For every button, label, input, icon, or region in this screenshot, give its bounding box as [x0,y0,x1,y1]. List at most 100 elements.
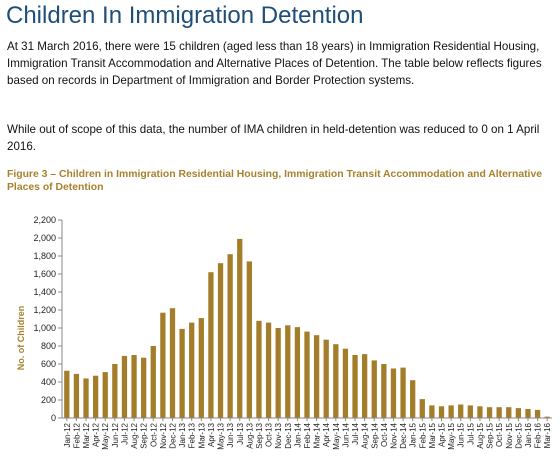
x-tick-label: Jan-15 [409,422,418,447]
bar-Feb-14 [304,331,310,418]
bar-Aug-14 [362,354,368,418]
x-tick-label: Aug-15 [476,422,485,448]
bar-Sep-15 [486,407,493,418]
bar-Nov-15 [506,407,512,418]
y-tick-label: 2,200 [33,215,56,225]
x-tick-label: Feb-15 [418,422,427,448]
bar-Feb-12 [73,373,80,418]
bar-Feb-15 [419,399,425,418]
bar-Nov-12 [160,312,166,418]
x-tick-label: Jun-12 [111,422,120,447]
x-tick-label: Jan-12 [63,422,72,447]
bar-Dec-15 [515,408,522,418]
x-tick-label: Jun-13 [226,422,235,447]
y-tick-label: 0 [51,413,56,423]
x-tick-label: Nov-12 [159,422,168,448]
x-tick-label: Jul-13 [236,422,245,444]
x-tick-label: May-14 [332,422,341,449]
x-tick-label: Dec-12 [168,422,177,448]
y-tick-label: 400 [41,377,56,387]
y-axis: 0 200 400 600 800 1,000 1,200 1,400 1,600 1,800 2,… [33,215,63,423]
bar-Apr-15 [438,406,445,418]
y-tick-label: 600 [41,359,56,369]
bar-May-14 [333,344,339,418]
y-tick-label: 1,200 [33,305,56,315]
x-tick-label: Apr-15 [438,422,447,447]
y-tick-label: 1,000 [33,323,56,333]
x-axis: Jan-12 Feb-12 Mar-12 Apr-12 May-12 Jun-12 Jul-… [62,417,552,450]
bar-Sep-14 [371,360,377,418]
bar-Feb-13 [189,322,195,418]
x-tick-label: May-13 [217,422,226,449]
bar-Jan-14 [294,327,301,418]
bar-Jun-15 [458,404,464,418]
note-paragraph: While out of scope of this data, the num… [7,123,540,153]
bar-Jul-13 [237,238,243,418]
x-tick-label: Mar-12 [82,422,91,448]
x-tick-label: Aug-14 [361,422,370,448]
x-tick-label: Dec-13 [284,422,293,448]
y-tick-label: 1,400 [33,287,56,297]
x-tick-label: Sep-13 [255,422,264,448]
x-tick-label: Nov-14 [389,422,398,448]
bar-May-12 [102,372,108,418]
bar-Jun-13 [227,254,233,418]
x-tick-label: Nov-15 [505,422,514,448]
x-tick-label: Feb-13 [188,422,197,448]
x-tick-label: Jan-16 [524,422,533,447]
bar-Apr-12 [92,375,99,418]
x-tick-label: Jul-15 [466,422,475,444]
bar-Mar-13 [198,318,204,418]
x-tick-label: Apr-13 [207,422,216,447]
x-tick-label: Aug-12 [130,422,139,448]
x-tick-label: Oct-13 [265,422,274,447]
bar-chart: 0 200 400 600 800 1,000 1,200 1,400 1,600 1,800 2,… [16,215,552,450]
bar-Nov-14 [390,368,397,418]
bar-Jan-13 [179,328,185,418]
bar-Nov-13 [275,328,281,418]
bars [64,238,550,418]
x-tick-label: Jan-14 [293,422,302,447]
x-tick-label: Dec-15 [514,422,523,448]
bar-Aug-13 [246,261,252,418]
bar-Dec-14 [400,367,406,418]
bar-Apr-13 [208,272,214,418]
bar-Jun-12 [112,364,118,418]
x-tick-label: May-15 [447,422,456,449]
page-title: Children In Immigration Detention [6,2,364,29]
x-tick-label: Sep-12 [140,422,149,448]
bar-Sep-13 [256,320,262,418]
bar-Jan-16 [525,409,531,418]
x-tick-label: Sep-14 [370,422,379,448]
x-tick-label: Jul-14 [351,422,360,444]
x-tick-label: Oct-14 [380,422,389,447]
bar-Mar-12 [83,378,89,418]
bar-Mar-15 [429,405,435,418]
intro-paragraph: At 31 March 2016, there were 15 children… [7,40,542,87]
bar-Jul-15 [467,405,473,418]
bar-Feb-16 [534,409,541,418]
x-tick-label: Sep-15 [486,422,495,448]
x-tick-label: Feb-14 [303,422,312,448]
x-tick-label: Jan-13 [178,422,187,447]
y-tick-label: 1,800 [33,251,56,261]
bar-Oct-14 [381,364,387,418]
y-tick-label: 800 [41,341,56,351]
x-tick-label: Dec-14 [399,422,408,448]
bar-Jun-14 [342,348,349,418]
bar-Mar-16 [544,416,550,418]
x-tick-label: Apr-12 [92,422,101,447]
x-tick-label: Oct-15 [495,422,504,447]
bar-Apr-14 [323,339,329,418]
y-axis-label: No. of Children [16,306,26,371]
figure-title: Figure 3 – Children in Immigration Resid… [7,169,542,193]
y-tick-label: 200 [41,395,56,405]
bar-Sep-12 [141,357,147,418]
bar-Oct-12 [150,346,156,418]
bar-Oct-13 [265,322,272,418]
x-tick-label: Mar-15 [428,422,437,448]
x-tick-label: Mar-14 [313,422,322,448]
x-tick-label: Jul-12 [120,422,129,444]
x-tick-label: Mar-13 [197,422,206,448]
